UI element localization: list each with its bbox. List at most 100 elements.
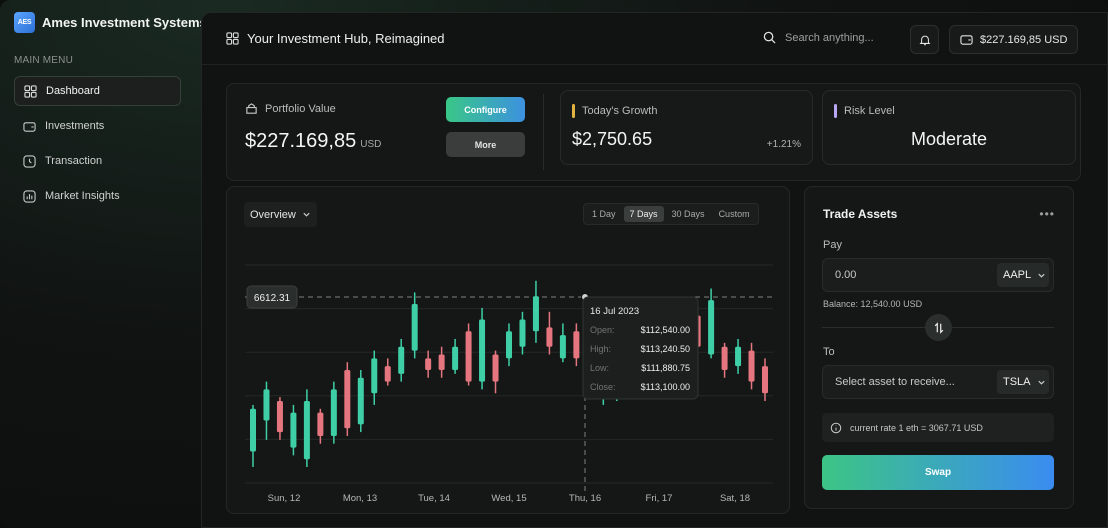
tooltip-row-value: $113,240.50 [641,344,690,354]
overview-select[interactable]: Overview [244,202,317,227]
candle-body [573,331,580,359]
risk-label: Risk Level [834,104,895,118]
balance-note: Balance: 12,540.00 USD [823,299,923,309]
search-placeholder: Search anything... [785,31,874,44]
sidebar-item-transaction[interactable]: Transaction [14,146,181,176]
candle-body [303,401,310,460]
candle-body [708,300,715,355]
range-1-day[interactable]: 1 Day [592,209,616,219]
divider [543,94,544,170]
brand-name: Ames Investment Systems [42,15,207,30]
candle-body [425,358,432,370]
range-7-days[interactable]: 7 Days [623,206,664,222]
chevron-down-icon [303,212,310,217]
grid-icon [24,84,37,98]
candle-body [721,346,728,370]
risk-value: Moderate [910,129,988,149]
crosshair-label: 6612.31 [254,293,291,304]
receive-asset-select[interactable]: TSLA [997,370,1049,394]
tooltip-row-value: $113,100.00 [641,382,690,392]
menu-caption: MAIN MENU [14,55,74,66]
rate-text: current rate 1 eth = 3067.71 USD [850,422,983,433]
more-options-icon[interactable]: ••• [1039,207,1055,221]
portfolio-label-text: Portfolio Value [265,102,336,115]
candle-body [263,389,270,421]
candle-body [506,331,512,359]
configure-button[interactable]: Configure [446,97,525,122]
x-axis-label: Sat, 18 [720,493,750,504]
candle-body [748,350,755,382]
candle-body [479,319,486,382]
range-custom[interactable]: Custom [718,209,750,219]
risk-card: Risk Level Moderate [822,90,1076,165]
search-icon [763,31,776,44]
sidebar-item-market-insights[interactable]: Market Insights [14,181,181,211]
x-axis-label: Sun, 12 [268,493,301,504]
wallet-balance-button[interactable]: $227.169,85 USD [949,25,1079,54]
growth-value: $2,750.65 [572,129,653,149]
clock-icon [23,154,36,168]
pay-field[interactable]: 0.00 AAPL [822,258,1054,292]
x-axis-label: Fri, 17 [646,493,673,504]
sidebar-menu: Dashboard Investments Transaction Market… [14,76,181,216]
range-tabs: 1 Day 7 Days 30 Days Custom [583,203,759,225]
tooltip-row-label: Low: [590,363,609,373]
candle-body [546,327,553,347]
candle-body [519,319,526,347]
x-axis-label: Mon, 13 [343,493,377,504]
crosshair-label-box [246,285,298,309]
x-axis-label: Wed, 15 [491,493,526,504]
swap-direction-button[interactable] [925,314,952,341]
pay-label: Pay [823,239,842,251]
receive-placeholder: Select asset to receive... [835,376,955,388]
rate-info: current rate 1 eth = 3067.71 USD [822,413,1054,442]
candle-body [357,377,364,425]
candle-body [452,346,459,370]
candlestick-chart[interactable]: 6612.31 16 Jul 2023 Open: $112,540.00 High: $… [227,247,789,512]
swap-button[interactable]: Swap [822,455,1054,490]
brand[interactable]: AES Ames Investment Systems [14,12,207,33]
sidebar-item-investments[interactable]: Investments [14,111,181,141]
top-bar: Your Investment Hub, Reimagined Search a… [202,13,1107,65]
notifications-button[interactable] [910,25,939,54]
candle-body [532,296,539,332]
stats-card: Portfolio Value $227.169,85 USD Configure… [226,83,1081,181]
more-button[interactable]: More [446,132,525,157]
trade-title: Trade Assets [823,207,898,221]
sidebar-item-label: Transaction [45,155,103,167]
main-panel: Your Investment Hub, Reimagined Search a… [201,12,1108,528]
range-30-days[interactable]: 30 Days [671,209,705,219]
x-axis-label: Thu, 16 [569,493,601,504]
page-title: Your Investment Hub, Reimagined [226,31,445,46]
overview-select-label: Overview [250,208,296,221]
candle-body [317,412,324,436]
trade-card: Trade Assets ••• Pay 0.00 AAPL Balance: … [804,186,1074,509]
page-title-text: Your Investment Hub, Reimagined [247,31,445,46]
candle-body [384,366,391,382]
info-icon [830,422,842,433]
pay-amount: 0.00 [835,269,857,281]
wallet-balance: $227.169,85 USD [980,33,1068,46]
growth-label-text: Today's Growth [582,105,658,117]
sidebar-item-label: Dashboard [46,85,100,97]
candle-body [559,335,566,359]
candle-body [276,401,283,433]
sidebar-item-dashboard[interactable]: Dashboard [14,76,181,106]
candle-body [762,366,768,394]
candle-body [344,370,351,429]
portfolio-currency: USD [360,139,382,150]
overview-card: Overview 1 Day 7 Days 30 Days Custom 661… [226,186,790,514]
swap-arrows-icon [934,321,943,334]
search-input[interactable]: Search anything... [763,31,874,44]
portfolio-value: $227.169,85 USD [245,130,381,153]
growth-accent [572,104,575,118]
receive-asset: TSLA [1003,376,1031,388]
growth-card: Today's Growth $2,750.65 +1.21% [560,90,813,165]
candle-body [371,358,378,394]
candle-body [438,354,445,370]
receive-field[interactable]: Select asset to receive... TSLA [822,365,1054,399]
tooltip-row-value: $111,880.75 [641,363,690,373]
brand-logo: AES [14,12,35,33]
pay-asset-select[interactable]: AAPL [997,263,1049,287]
